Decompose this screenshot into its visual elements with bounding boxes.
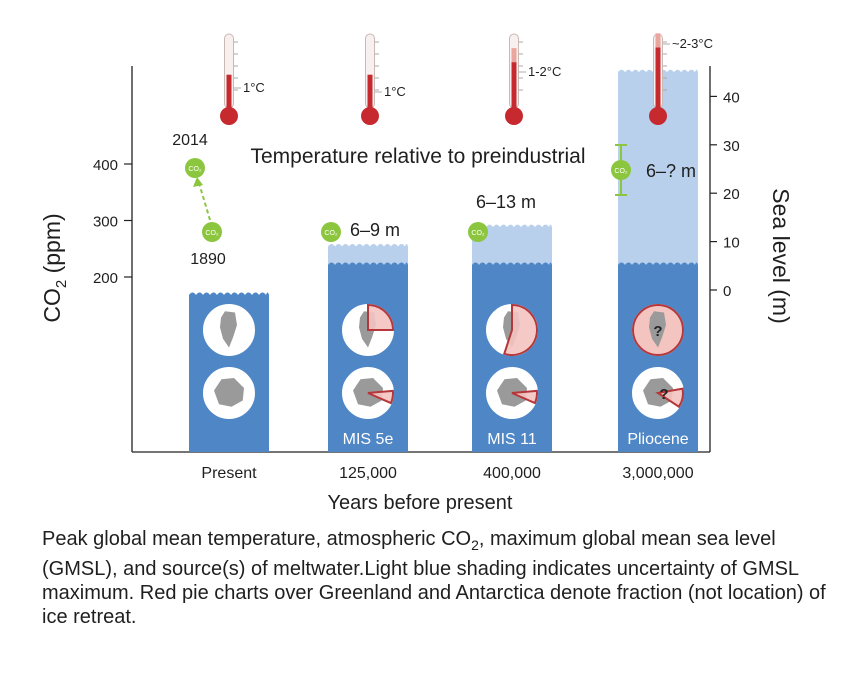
ice-retreat-slice	[511, 389, 538, 405]
co2-marker-text: CO₂	[188, 166, 202, 173]
co2-year-label: 2014	[172, 132, 208, 149]
thermometer-level	[655, 47, 661, 108]
y-axis-label-left: CO2 (ppm)	[39, 213, 70, 322]
unknown-marker: ?	[653, 323, 662, 340]
right-tick-label: 10	[723, 235, 740, 252]
co2-marker	[468, 222, 488, 242]
sea-level-bars: MIS 5e 6–9 m MIS 11 6–13 m Pliocene 6–? m	[189, 69, 698, 452]
ice-retreat-slice	[655, 387, 684, 409]
caption-text-rest: , maximum global mean sea level (GMSL), …	[42, 528, 826, 628]
sea-level-bar	[472, 262, 552, 452]
thermometer-level	[367, 74, 373, 108]
temperature-label: 1°C	[243, 80, 265, 95]
thermometer-level	[511, 62, 517, 108]
antarctica-icon	[214, 378, 244, 407]
thermometers: 1°C 1°C 1-2°C ~2-3°C	[220, 33, 713, 125]
temperature-label: ~2-3°C	[672, 36, 713, 51]
chart-title: Temperature relative to preindustrial	[251, 145, 586, 168]
sea-level-bar	[328, 262, 408, 452]
co2-marker-text: CO₂	[324, 230, 338, 237]
thermometer-uncertainty	[655, 33, 661, 48]
caption-subscript: 2	[471, 537, 479, 553]
sea-level-bar	[618, 262, 698, 452]
right-tick-label: 30	[723, 138, 740, 155]
figure-caption: Peak global mean temperature, atmospheri…	[42, 527, 832, 629]
co2-marker	[202, 222, 222, 242]
ice-retreat-slice	[367, 389, 394, 405]
thermometer-uncertainty	[511, 48, 517, 63]
period-label: MIS 5e	[343, 431, 394, 448]
x-tick-label: 125,000	[339, 465, 397, 482]
co2-marker-text: CO₂	[205, 230, 219, 237]
axis-ticks: 200 300 400 0 10 20 30 40 Present 125,000 400,000 3…	[93, 89, 740, 482]
ice-retreat-pies: ??	[203, 303, 684, 419]
co2-trend-arrow	[198, 182, 211, 221]
thermometer-bulb	[649, 107, 667, 125]
co2-arrow-head	[193, 177, 203, 187]
sea-level-range-label: 6–13 m	[476, 192, 536, 212]
sea-level-range-label: 6–? m	[646, 161, 696, 181]
caption-text: Peak global mean temperature, atmospheri…	[42, 528, 472, 550]
co2-marker	[321, 222, 341, 242]
co2-marker	[611, 160, 631, 180]
ice-retreat-slice	[367, 303, 395, 331]
x-tick-label: Present	[201, 465, 257, 482]
y-axis-label-right: Sea level (m)	[768, 188, 794, 323]
co2-marker-text: CO₂	[471, 230, 485, 237]
sea-level-range-label: 6–9 m	[350, 220, 400, 240]
co2-year-label: 1890	[190, 251, 226, 268]
co2-marker-text: CO₂	[614, 168, 628, 175]
right-tick-label: 0	[723, 283, 731, 300]
unknown-marker: ?	[659, 386, 668, 403]
ice-retreat-slice	[503, 303, 538, 356]
x-tick-label: 3,000,000	[622, 465, 693, 482]
co2-marker	[185, 158, 205, 178]
right-tick-label: 20	[723, 186, 740, 203]
thermometer-bulb	[220, 107, 238, 125]
thermometer-bulb	[361, 107, 379, 125]
period-label: MIS 11	[487, 431, 537, 448]
right-tick-label: 40	[723, 89, 740, 106]
left-tick-label: 300	[93, 214, 118, 231]
period-label: Pliocene	[627, 431, 688, 448]
x-axis-label: Years before present	[328, 492, 513, 514]
x-tick-label: 400,000	[483, 465, 541, 482]
thermometer-level	[226, 74, 232, 108]
co2-markers: CO₂ 2014 CO₂ 1890 CO₂ CO₂ CO₂	[172, 132, 631, 268]
left-tick-label: 400	[93, 157, 118, 174]
thermometer-bulb	[505, 107, 523, 125]
greenland-icon	[649, 311, 666, 348]
temperature-label: 1-2°C	[528, 64, 561, 79]
temperature-label: 1°C	[384, 84, 406, 99]
left-tick-label: 200	[93, 270, 118, 287]
greenland-icon	[220, 311, 237, 348]
